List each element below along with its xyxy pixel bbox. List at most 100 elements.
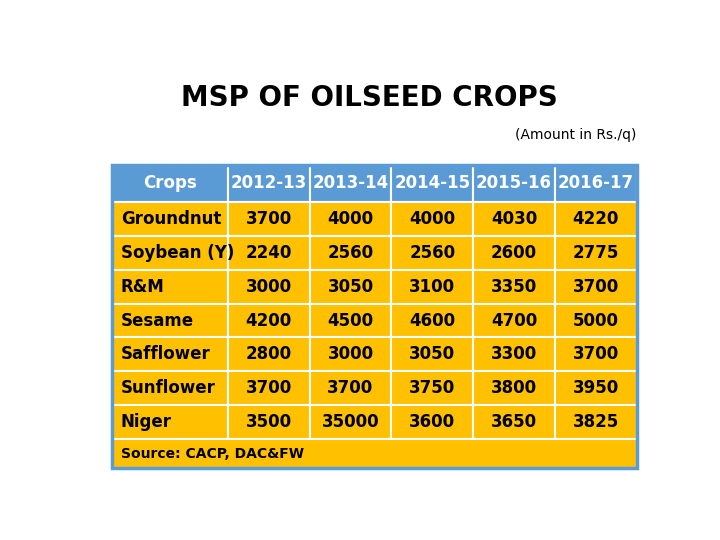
Bar	[228, 165, 310, 202]
Text: 3700: 3700	[573, 346, 619, 363]
Bar	[228, 270, 310, 303]
Text: 2560: 2560	[409, 244, 455, 262]
Bar	[310, 165, 392, 202]
Bar	[392, 372, 473, 405]
Text: 2012-13: 2012-13	[230, 174, 307, 192]
Bar	[310, 303, 392, 338]
Text: 4000: 4000	[328, 210, 374, 228]
Text: 3700: 3700	[246, 210, 292, 228]
Bar	[112, 303, 228, 338]
Text: 35000: 35000	[322, 413, 379, 431]
Bar	[473, 202, 555, 236]
Text: 3500: 3500	[246, 413, 292, 431]
Bar	[473, 303, 555, 338]
Text: 4600: 4600	[409, 312, 455, 329]
Bar	[228, 202, 310, 236]
Bar	[392, 270, 473, 303]
Bar	[392, 202, 473, 236]
Bar	[228, 405, 310, 439]
Text: 2560: 2560	[328, 244, 374, 262]
Bar	[112, 270, 228, 303]
Text: 3650: 3650	[491, 413, 537, 431]
Bar	[112, 165, 228, 202]
Text: 4030: 4030	[491, 210, 537, 228]
Bar	[555, 405, 636, 439]
Text: 3700: 3700	[573, 278, 619, 296]
Bar	[228, 338, 310, 372]
Bar	[555, 236, 636, 270]
Bar	[112, 165, 636, 468]
Bar	[228, 236, 310, 270]
Bar	[555, 202, 636, 236]
Text: 3100: 3100	[409, 278, 455, 296]
Text: Groundnut: Groundnut	[121, 210, 221, 228]
Bar	[228, 372, 310, 405]
Bar	[112, 236, 228, 270]
Bar	[310, 270, 392, 303]
Bar	[112, 439, 636, 468]
Text: 3700: 3700	[246, 379, 292, 397]
Bar	[473, 236, 555, 270]
Bar	[112, 372, 228, 405]
Bar	[555, 303, 636, 338]
Text: 4200: 4200	[246, 312, 292, 329]
Bar	[392, 405, 473, 439]
Text: MSP OF OILSEED CROPS: MSP OF OILSEED CROPS	[181, 84, 557, 112]
Text: Sesame: Sesame	[121, 312, 194, 329]
Text: Niger: Niger	[121, 413, 171, 431]
Text: 4700: 4700	[491, 312, 537, 329]
Text: 3700: 3700	[328, 379, 374, 397]
Bar	[112, 202, 228, 236]
Bar	[555, 338, 636, 372]
Text: 3350: 3350	[491, 278, 537, 296]
Text: Source: CACP, DAC&FW: Source: CACP, DAC&FW	[121, 447, 304, 461]
Text: 2013-14: 2013-14	[312, 174, 389, 192]
Bar	[473, 270, 555, 303]
Bar	[392, 303, 473, 338]
Text: Soybean (Y): Soybean (Y)	[121, 244, 234, 262]
Bar	[473, 372, 555, 405]
Bar	[555, 270, 636, 303]
Bar	[310, 372, 392, 405]
Text: 2016-17: 2016-17	[558, 174, 634, 192]
Bar	[392, 165, 473, 202]
Bar	[392, 338, 473, 372]
Text: R&M: R&M	[121, 278, 164, 296]
Bar	[555, 165, 636, 202]
Bar	[473, 405, 555, 439]
Bar	[310, 236, 392, 270]
Text: 3000: 3000	[246, 278, 292, 296]
Text: 2775: 2775	[572, 244, 619, 262]
Bar	[112, 338, 228, 372]
Text: 4000: 4000	[409, 210, 455, 228]
Bar	[228, 303, 310, 338]
Bar	[310, 405, 392, 439]
Text: 3950: 3950	[573, 379, 619, 397]
Text: 2240: 2240	[246, 244, 292, 262]
Text: 5000: 5000	[573, 312, 619, 329]
Text: 2600: 2600	[491, 244, 537, 262]
Text: Sunflower: Sunflower	[121, 379, 215, 397]
Text: 3600: 3600	[409, 413, 455, 431]
Text: 3750: 3750	[409, 379, 456, 397]
Text: 2014-15: 2014-15	[395, 174, 470, 192]
Text: 2015-16: 2015-16	[476, 174, 552, 192]
Text: Crops: Crops	[143, 174, 197, 192]
Text: Safflower: Safflower	[121, 346, 210, 363]
Text: 3000: 3000	[328, 346, 374, 363]
Bar	[473, 338, 555, 372]
Text: 3800: 3800	[491, 379, 537, 397]
Bar	[555, 372, 636, 405]
Bar	[473, 165, 555, 202]
Text: 4220: 4220	[572, 210, 619, 228]
Bar	[310, 202, 392, 236]
Text: 3300: 3300	[491, 346, 537, 363]
Text: 3050: 3050	[328, 278, 374, 296]
Text: 3050: 3050	[409, 346, 455, 363]
Text: 4500: 4500	[328, 312, 374, 329]
Text: (Amount in Rs./q): (Amount in Rs./q)	[516, 129, 637, 143]
Bar	[310, 338, 392, 372]
Bar	[392, 236, 473, 270]
Bar	[112, 405, 228, 439]
Text: 2800: 2800	[246, 346, 292, 363]
